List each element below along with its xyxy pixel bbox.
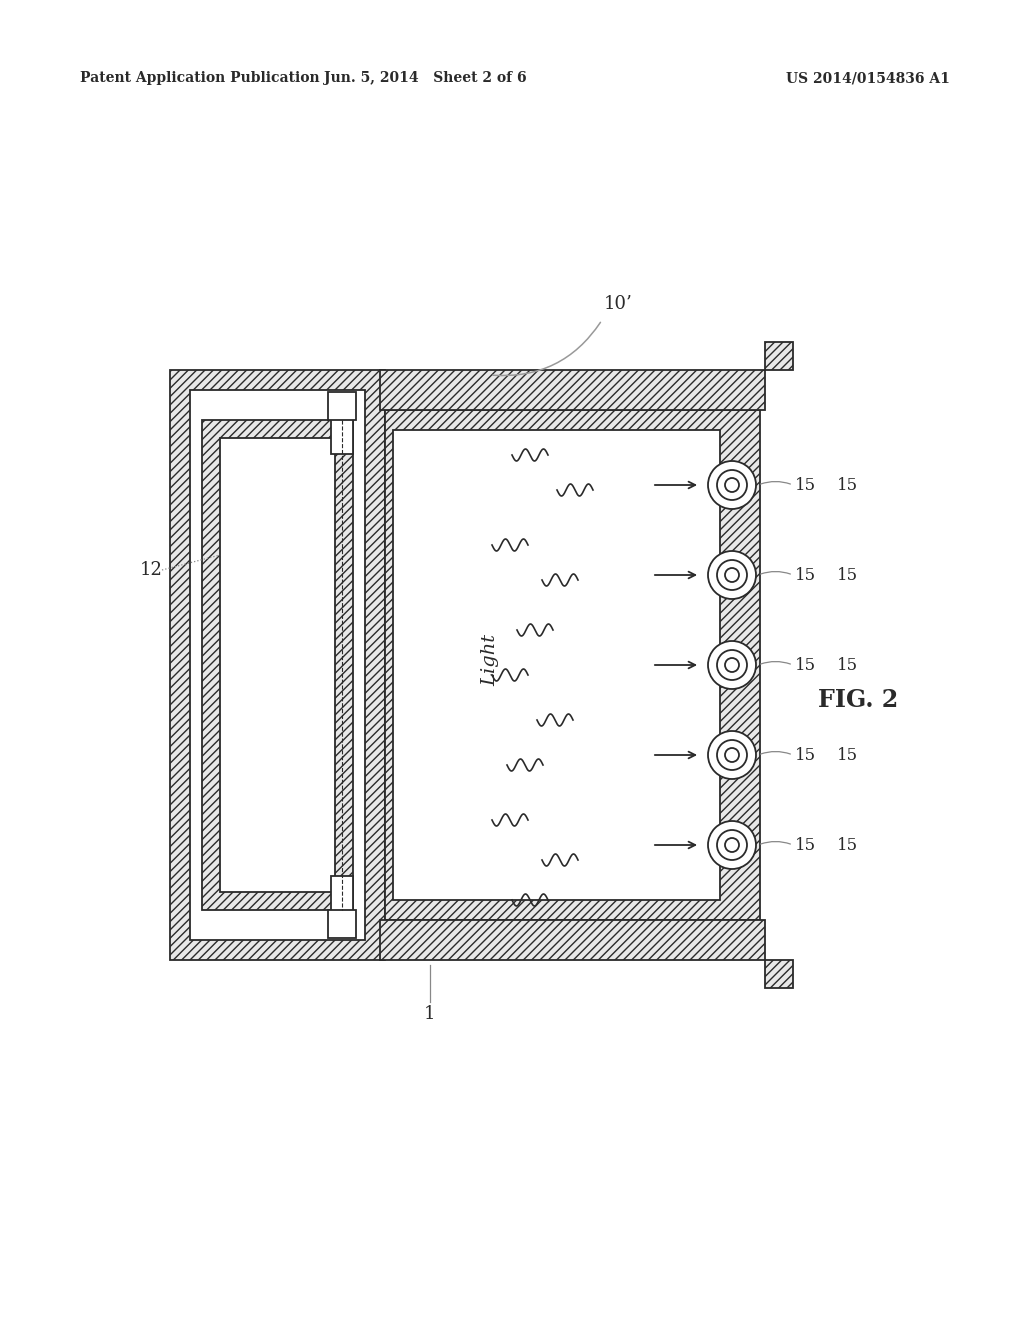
FancyArrowPatch shape (761, 842, 791, 843)
Text: 15: 15 (837, 656, 858, 673)
Text: 15: 15 (837, 477, 858, 494)
Text: 15: 15 (837, 837, 858, 854)
FancyArrowPatch shape (493, 322, 600, 376)
Bar (331, 418, 353, 454)
Bar (765, 342, 793, 370)
Bar (380, 370, 765, 411)
Bar (331, 876, 353, 912)
FancyArrowPatch shape (761, 751, 791, 754)
Bar (220, 438, 335, 892)
Bar (202, 420, 353, 909)
Bar (380, 920, 765, 960)
Text: Patent Application Publication: Patent Application Publication (80, 71, 319, 84)
Text: 1: 1 (424, 1005, 436, 1023)
FancyArrowPatch shape (761, 661, 791, 664)
Text: Jun. 5, 2014   Sheet 2 of 6: Jun. 5, 2014 Sheet 2 of 6 (324, 71, 526, 84)
Text: 15: 15 (837, 566, 858, 583)
Text: 15: 15 (795, 747, 816, 763)
Text: Light: Light (481, 634, 499, 686)
Bar (328, 392, 356, 420)
FancyArrowPatch shape (761, 572, 791, 574)
Text: 10’: 10’ (604, 294, 633, 313)
Text: 15: 15 (795, 837, 816, 854)
Bar (765, 960, 793, 987)
Circle shape (708, 731, 756, 779)
Text: 15: 15 (795, 477, 816, 494)
FancyArrowPatch shape (761, 482, 791, 484)
Circle shape (708, 821, 756, 869)
Text: FIG. 2: FIG. 2 (818, 688, 898, 711)
Bar (393, 430, 720, 900)
Circle shape (708, 550, 756, 599)
Text: 15: 15 (837, 747, 858, 763)
Bar (385, 411, 760, 920)
Bar (170, 370, 385, 960)
Bar (328, 909, 356, 939)
Text: 15: 15 (795, 566, 816, 583)
Text: US 2014/0154836 A1: US 2014/0154836 A1 (786, 71, 950, 84)
Circle shape (708, 461, 756, 510)
Text: 12: 12 (140, 561, 163, 579)
Text: 15: 15 (795, 656, 816, 673)
Circle shape (708, 642, 756, 689)
Bar (190, 389, 365, 940)
